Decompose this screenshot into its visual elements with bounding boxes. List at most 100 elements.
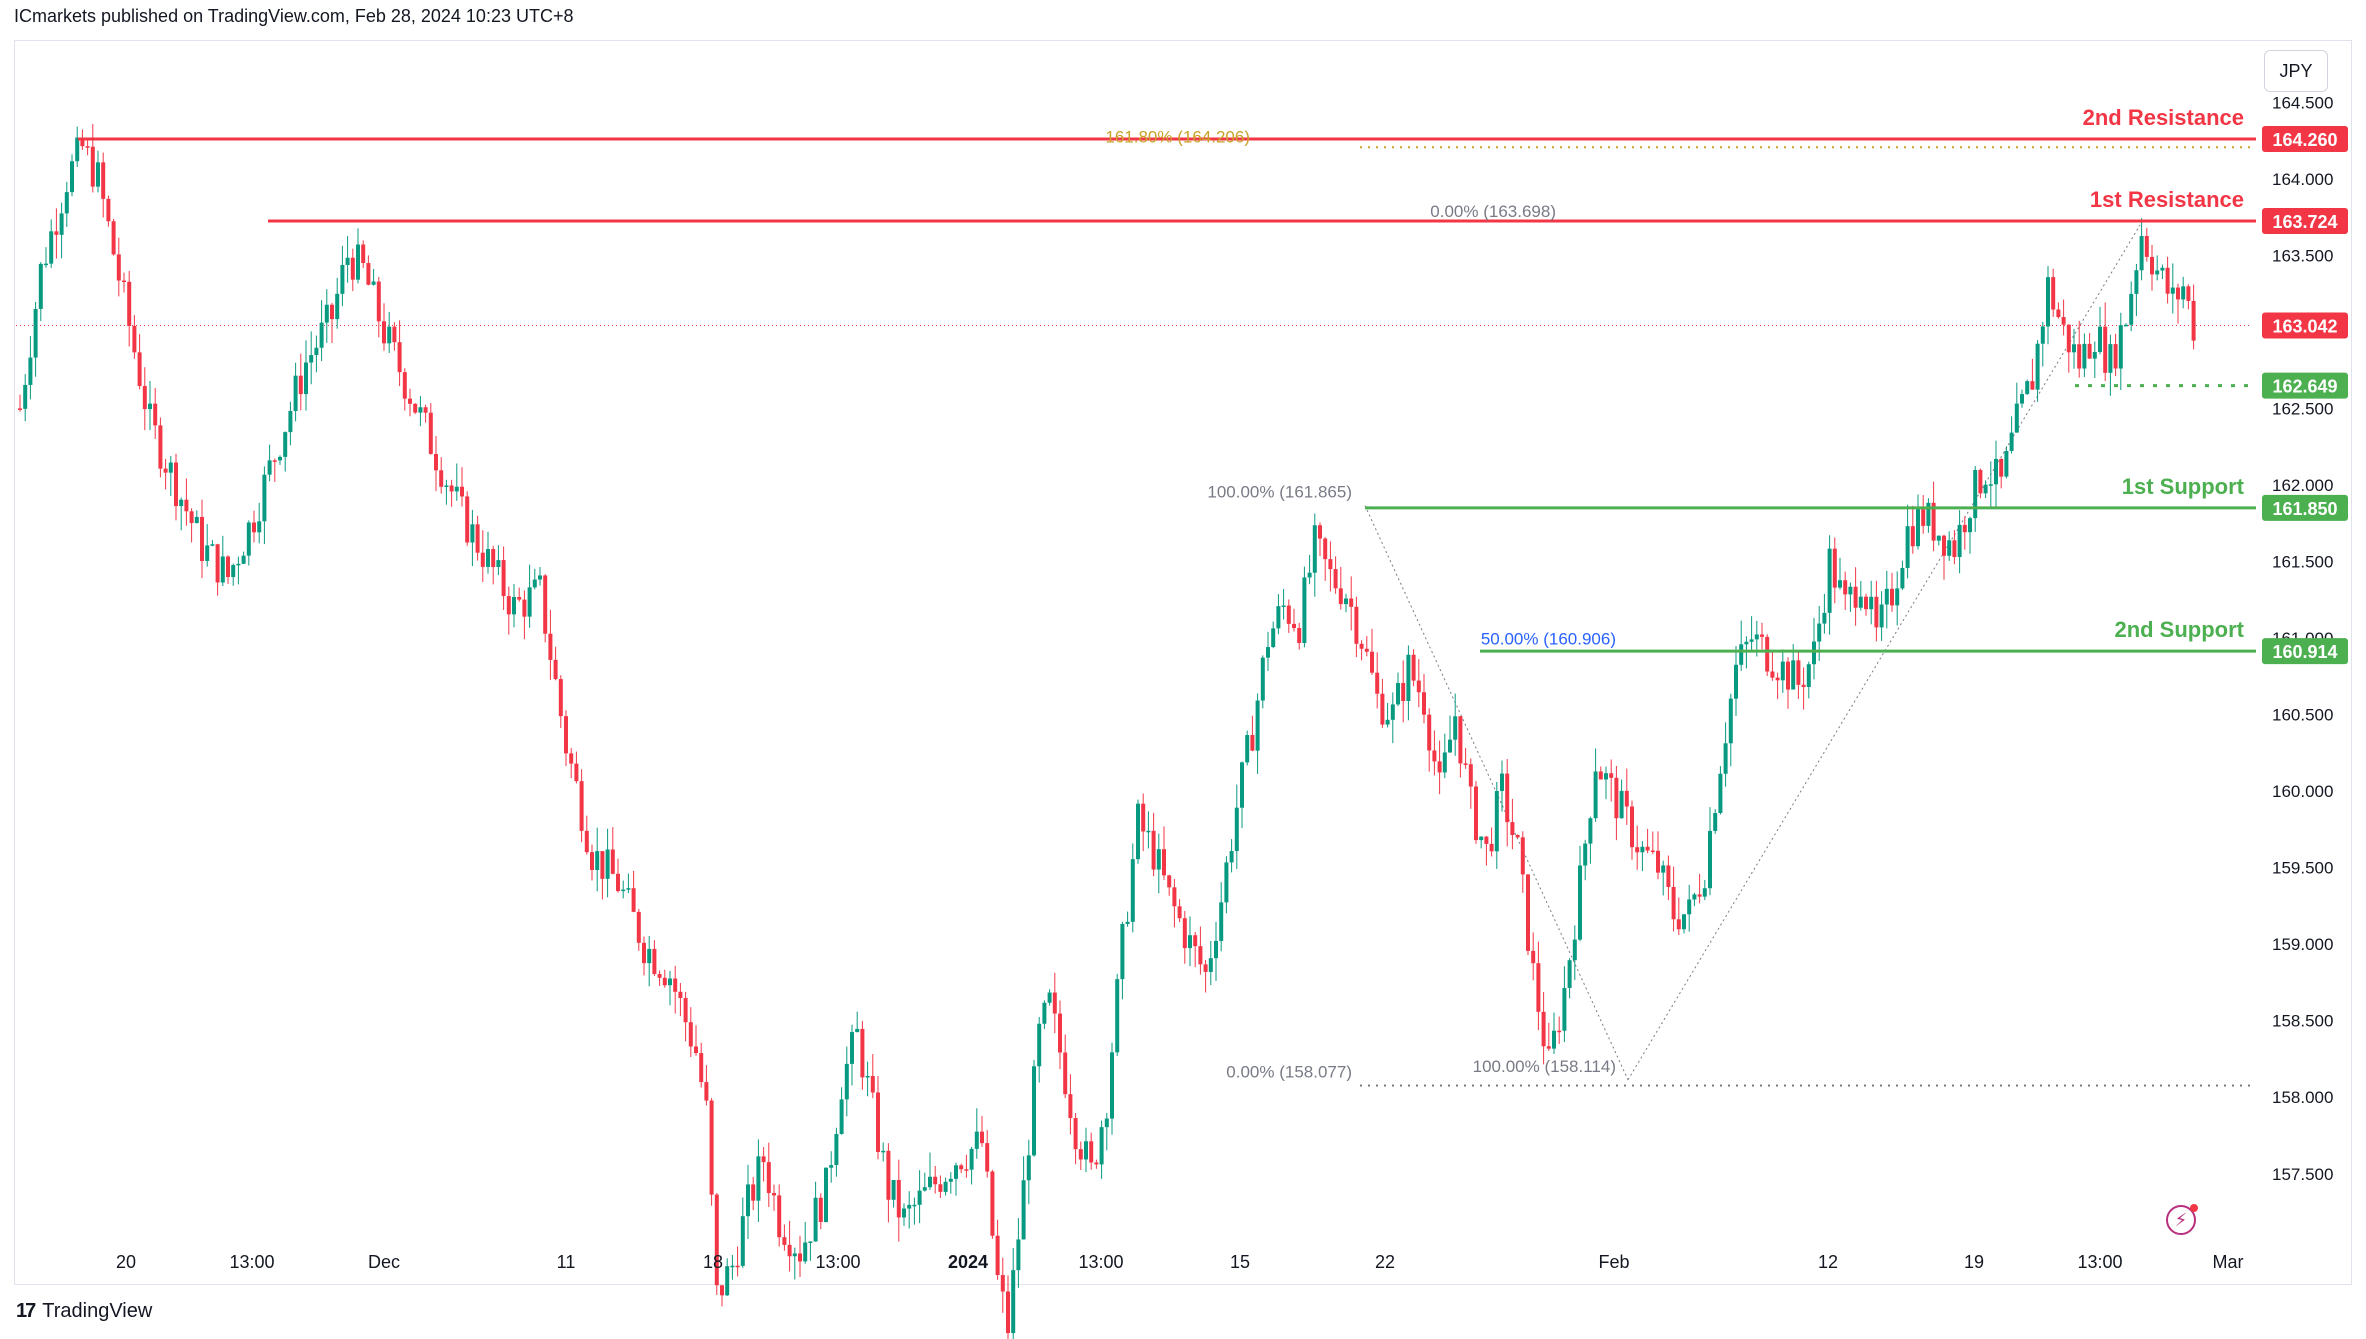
candle — [1094, 1159, 1099, 1169]
candle — [1942, 534, 1946, 580]
candle-body — [1047, 992, 1052, 1003]
candle-body — [2144, 235, 2149, 257]
candle-body — [460, 486, 464, 497]
candle-body — [1947, 540, 1952, 556]
candle — [1198, 926, 1203, 975]
candle — [2087, 333, 2092, 359]
candle — [2072, 328, 2076, 369]
candle — [1292, 608, 1296, 632]
candle — [2025, 379, 2030, 395]
y-tick-label: 157.500 — [2272, 1165, 2333, 1184]
candle — [574, 751, 579, 784]
candle-body — [881, 1150, 886, 1153]
candle-body — [1635, 847, 1640, 853]
candle — [423, 404, 428, 423]
candle — [44, 247, 48, 268]
candle — [215, 543, 220, 596]
candle-body — [1276, 606, 1281, 629]
candle-body — [896, 1179, 901, 1218]
candle-body — [1089, 1141, 1094, 1163]
candle-body — [70, 161, 74, 193]
currency-button[interactable]: JPY — [2264, 50, 2328, 92]
candle-body — [642, 942, 646, 964]
candle-body — [1125, 921, 1130, 924]
candle-body — [1697, 894, 1702, 897]
candle — [194, 510, 199, 524]
candle — [101, 152, 106, 218]
candle — [1297, 622, 1302, 650]
candle — [912, 1197, 917, 1225]
y-tick-label: 158.000 — [2272, 1088, 2333, 1107]
fib-label: 161.80% (164.206) — [1105, 127, 1250, 146]
candle — [257, 502, 262, 544]
candle-body — [319, 322, 324, 348]
candle-body — [725, 1266, 730, 1296]
candle — [1260, 655, 1265, 709]
y-tick-label: 160.500 — [2272, 706, 2333, 725]
candle-body — [917, 1190, 922, 1205]
candle-body — [1999, 458, 2004, 477]
candle — [1370, 628, 1374, 675]
candle — [246, 520, 251, 566]
candle — [512, 584, 516, 628]
candle — [1162, 826, 1166, 880]
candle — [1156, 833, 1161, 894]
candle — [1983, 480, 1988, 499]
candle — [413, 403, 418, 415]
candle — [798, 1235, 802, 1277]
candle-body — [137, 352, 142, 387]
candle — [2009, 416, 2014, 454]
candle-body — [813, 1197, 818, 1242]
candle-body — [226, 556, 230, 578]
candle-body — [657, 974, 662, 978]
candle-body — [1890, 588, 1894, 606]
candle-body — [1172, 887, 1177, 907]
candle-body — [1905, 526, 1910, 568]
lightning-icon[interactable]: ⚡ — [2166, 1204, 2198, 1235]
candle — [2035, 340, 2040, 402]
candle — [1609, 759, 1614, 802]
candle-body — [1432, 750, 1437, 762]
candle-body — [231, 565, 236, 578]
y-tick-label: 158.500 — [2272, 1012, 2333, 1031]
candle-body — [1718, 773, 1723, 814]
candle — [1988, 461, 1993, 509]
candle — [756, 1139, 761, 1222]
candle — [1999, 458, 2004, 489]
candle-body — [189, 511, 194, 524]
candle-body — [1713, 813, 1718, 831]
candle — [813, 1181, 818, 1242]
candle-body — [798, 1253, 802, 1262]
candle-body — [2134, 270, 2139, 294]
candle — [1084, 1127, 1088, 1173]
candle — [834, 1127, 839, 1177]
candle-body — [2082, 343, 2087, 369]
candle — [1323, 537, 1328, 581]
candle-body — [309, 355, 314, 363]
footer-brand: 17 TradingView — [16, 1300, 152, 1323]
candle — [304, 340, 308, 411]
candle — [2030, 358, 2035, 390]
candle — [1214, 921, 1218, 981]
candle-body — [839, 1099, 844, 1134]
candle-body — [116, 254, 121, 281]
candle — [1042, 1000, 1047, 1029]
candle-body — [938, 1184, 943, 1192]
candle — [1432, 730, 1437, 776]
candle — [231, 563, 236, 586]
candle — [163, 458, 168, 490]
candle-body — [870, 1075, 875, 1093]
candle-body — [1853, 586, 1858, 608]
candle — [954, 1162, 958, 1196]
candle-body — [1224, 862, 1229, 903]
candle-body — [2056, 309, 2061, 318]
candle-body — [730, 1265, 735, 1268]
candle-body — [1988, 484, 1993, 486]
candle — [1058, 1000, 1062, 1070]
candle — [153, 387, 158, 439]
candle-body — [2025, 381, 2030, 395]
candle — [1468, 758, 1473, 809]
candle-body — [2098, 326, 2102, 353]
candle — [1536, 941, 1541, 1031]
